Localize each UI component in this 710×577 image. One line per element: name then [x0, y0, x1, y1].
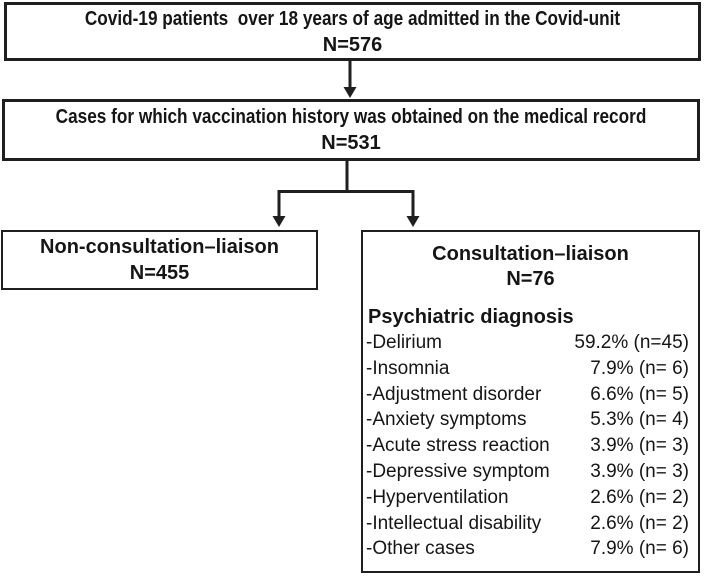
arrow-head-top	[343, 87, 357, 98]
diagnosis-value: 7.9% (n= 6)	[590, 357, 689, 379]
box-admitted-title: Covid-19 patients over 18 years of age a…	[84, 7, 621, 30]
diagnosis-label: -Hyperventilation	[366, 486, 509, 508]
arrow-head-left	[272, 216, 286, 227]
diagnosis-row: -Hyperventilation 2.6% (n= 2)	[363, 485, 698, 511]
diagnosis-label: -Intellectual disability	[366, 512, 542, 534]
diagnosis-label: -Insomnia	[366, 357, 450, 379]
box-vaccination-title: Cases for which vaccination history was …	[55, 106, 647, 128]
diagnosis-row: -Anxiety symptoms 5.3% (n= 4)	[363, 407, 698, 433]
arrow-head-right	[406, 216, 420, 227]
diagnosis-value: 7.9% (n= 6)	[590, 538, 689, 560]
box-non-consultation-count: N=455	[129, 262, 190, 284]
diagnosis-row: -Adjustment disorder 6.6% (n= 5)	[363, 382, 698, 408]
box-non-consultation-title: Non-consultation–liaison	[40, 236, 279, 258]
diagnosis-value: 6.6% (n= 5)	[590, 383, 689, 405]
box-consultation-liaison: Consultation–liaison N=76 Psychiatric di…	[361, 230, 700, 573]
diagnosis-value: 3.9% (n= 3)	[590, 460, 689, 482]
diagnosis-label: -Anxiety symptoms	[366, 409, 527, 431]
diagnosis-row: -Acute stress reaction 3.9% (n= 3)	[363, 433, 698, 459]
diagnosis-label: -Other cases	[366, 538, 475, 560]
consultation-content: Consultation–liaison N=76 Psychiatric di…	[363, 232, 698, 562]
diagnosis-label: -Delirium	[366, 332, 442, 353]
box-non-consultation-liaison: Non-consultation–liaison N=455	[1, 230, 318, 290]
diagnosis-value: 2.6% (n= 2)	[590, 486, 689, 508]
box-consultation-title: Consultation–liaison	[432, 243, 629, 265]
diagnosis-label: -Adjustment disorder	[366, 383, 542, 405]
diagnosis-row: -Depressive symptom 3.9% (n= 3)	[363, 459, 698, 485]
box-admitted-count: N=576	[322, 33, 383, 56]
diagnosis-row: -Intellectual disability 2.6% (n= 2)	[363, 511, 698, 537]
diagnosis-label: -Depressive symptom	[366, 460, 550, 482]
box-vaccination-count: N=531	[321, 132, 381, 154]
diagnosis-value: 59.2% (n=45)	[574, 332, 689, 353]
box-admitted-patients: Covid-19 patients over 18 years of age a…	[4, 2, 701, 61]
diagnosis-value: 3.9% (n= 3)	[590, 435, 689, 457]
box-vaccination-history: Cases for which vaccination history was …	[2, 99, 700, 161]
diagnosis-row: -Insomnia 7.9% (n= 6)	[363, 356, 698, 382]
psychiatric-diagnosis-heading: Psychiatric diagnosis	[368, 306, 574, 328]
box-consultation-count: N=76	[506, 268, 555, 290]
diagnosis-label: -Acute stress reaction	[366, 435, 550, 457]
diagnosis-value: 2.6% (n= 2)	[590, 512, 689, 534]
diagnosis-value: 5.3% (n= 4)	[590, 409, 689, 431]
diagnosis-row: -Delirium 59.2% (n=45)	[363, 330, 698, 356]
diagnosis-row: -Other cases 7.9% (n= 6)	[363, 536, 698, 562]
